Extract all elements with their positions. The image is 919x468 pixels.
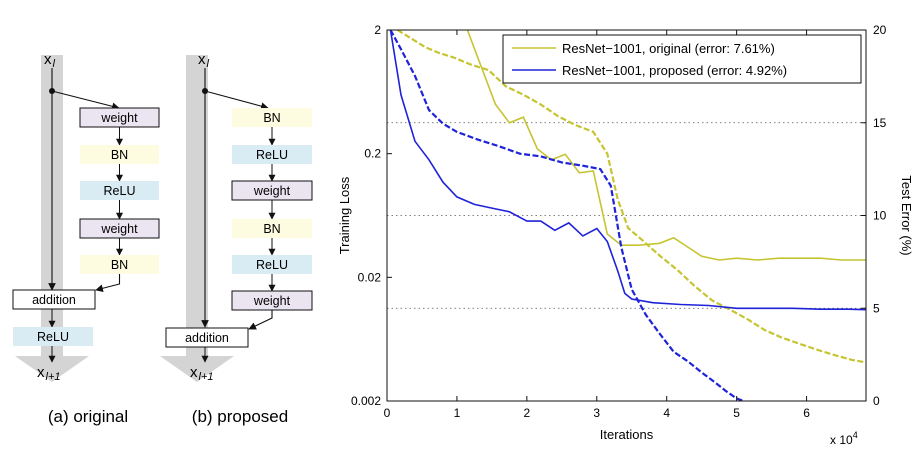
block-label: weight xyxy=(253,184,291,198)
relu-block xyxy=(80,181,159,200)
block-label: weight xyxy=(100,111,138,125)
curves xyxy=(389,30,866,401)
x-tick-label: 2 xyxy=(524,406,531,420)
x-tick-label: 0 xyxy=(384,406,391,420)
x-tick-label: 3 xyxy=(593,406,600,420)
legend-box xyxy=(502,34,862,84)
block-label: BN xyxy=(263,222,280,236)
output-label: xl+1 xyxy=(37,364,61,383)
bn-block xyxy=(232,108,312,127)
relu-block xyxy=(232,255,312,274)
y-left-tick-label: 2 xyxy=(374,23,381,37)
block-label: ReLU xyxy=(256,258,288,272)
block-label: ReLU xyxy=(37,330,69,344)
y-left-tick-label: 0.002 xyxy=(351,394,381,408)
bn-block xyxy=(80,145,159,164)
grid-lines xyxy=(387,122,866,309)
bn-block xyxy=(232,219,312,238)
block-label: weight xyxy=(253,294,291,308)
block-label: BN xyxy=(263,111,280,125)
y-left-tick-label: 0.02 xyxy=(358,270,382,284)
branch-return-arrow xyxy=(248,310,273,330)
branch-return-arrow xyxy=(95,274,121,293)
x-tick-label: 5 xyxy=(733,406,740,420)
post-relu-block xyxy=(13,327,93,346)
input-label: xl xyxy=(44,51,56,70)
branch-arrow xyxy=(204,90,269,110)
x-multiplier: x 104 xyxy=(830,430,858,447)
y-right-tick-label: 15 xyxy=(873,116,887,130)
y-right-tick-label: 5 xyxy=(873,301,880,315)
caption-original: (a) original xyxy=(48,407,128,426)
relu-block xyxy=(232,145,312,164)
x-tick-label: 6 xyxy=(803,406,810,420)
branch-arrow xyxy=(51,90,120,111)
input-label: xl xyxy=(198,51,210,70)
x-tick-label: 4 xyxy=(663,406,670,420)
caption-proposed: (b) proposed xyxy=(192,407,288,426)
training-loss-curve-original xyxy=(396,30,866,364)
block-label: BN xyxy=(111,258,128,272)
output-label: xl+1 xyxy=(190,364,214,383)
x-tick-label: 1 xyxy=(454,406,461,420)
diagram-proposed: xl BN ReLU weight BN ReLU weight additio… xyxy=(160,51,313,426)
y-right-tick-label: 0 xyxy=(873,394,880,408)
trunk-arrow xyxy=(160,55,234,382)
block-label: ReLU xyxy=(256,148,288,162)
diagram-original: xl weight BN ReLU weight BN addition ReL… xyxy=(12,51,160,426)
block-label: weight xyxy=(100,222,138,236)
bn-block xyxy=(80,255,159,274)
block-label: BN xyxy=(111,148,128,162)
addition-label: addition xyxy=(32,293,76,307)
training-loss-curve-proposed xyxy=(389,30,744,401)
addition-block xyxy=(12,289,96,310)
x-axis-label: Iterations xyxy=(600,427,654,442)
addition-label: addition xyxy=(185,331,229,345)
y-right-label: Test Error (%) xyxy=(899,175,914,255)
y-left-label: Training Loss xyxy=(337,176,352,254)
test-error-curve-proposed xyxy=(389,30,866,311)
legend-label-original: ResNet−1001, original (error: 7.61%) xyxy=(562,41,775,56)
legend: ResNet−1001, original (error: 7.61%) Res… xyxy=(502,34,862,84)
y-right-tick-label: 20 xyxy=(873,23,887,37)
block-label: ReLU xyxy=(104,184,136,198)
legend-label-proposed: ResNet−1001, proposed (error: 4.92%) xyxy=(562,63,787,78)
test-error-curve-original xyxy=(466,30,866,261)
addition-block xyxy=(165,327,249,348)
y-left-tick-label: 0.2 xyxy=(364,147,381,161)
y-right-tick-label: 10 xyxy=(873,209,887,223)
